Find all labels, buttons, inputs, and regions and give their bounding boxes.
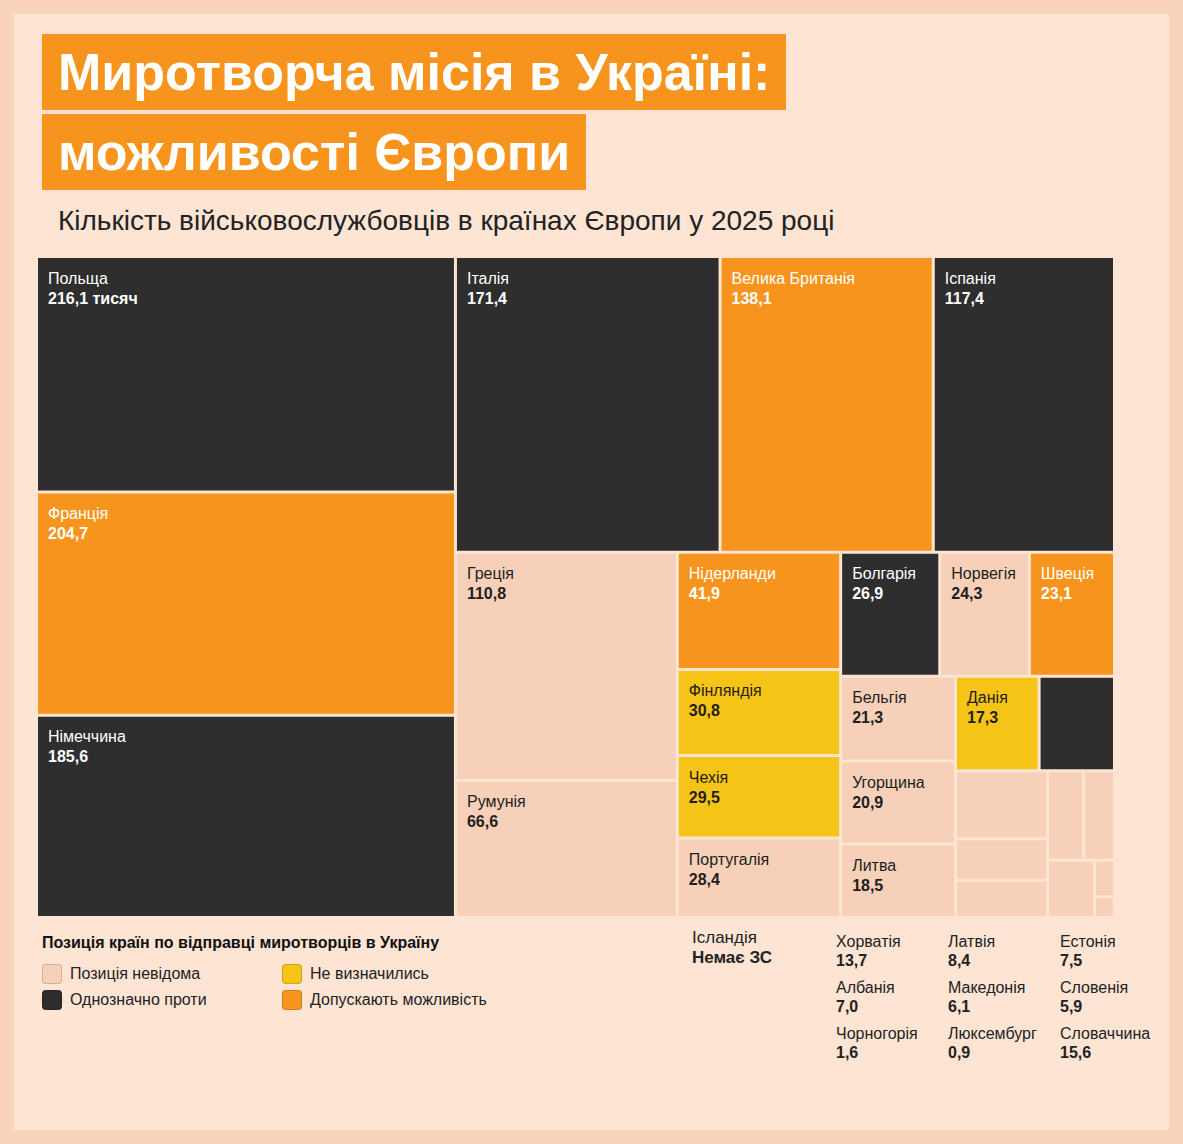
html-text:0,9: 0,9 bbox=[948, 1044, 971, 1061]
svg-text:18,5: 18,5 bbox=[852, 877, 883, 894]
svg-text:26,9: 26,9 bbox=[852, 585, 883, 602]
html-text:Ісландія: Ісландія bbox=[692, 928, 757, 947]
svg-text:Швеція: Швеція bbox=[1041, 565, 1094, 582]
html-text:Позиція невідома: Позиція невідома bbox=[70, 965, 201, 982]
html-text:Латвія: Латвія bbox=[948, 933, 996, 950]
svg-text:23,1: 23,1 bbox=[1041, 585, 1072, 602]
svg-text:185,6: 185,6 bbox=[48, 748, 88, 765]
svg-text:Болгарія: Болгарія bbox=[852, 565, 916, 582]
svg-text:Данія: Данія bbox=[967, 689, 1008, 706]
html-text:Кількість військовослужбовців: Кількість військовослужбовців в країнах … bbox=[58, 205, 835, 236]
html-text:Позиція країн по відправці мир: Позиція країн по відправці миротворців в… bbox=[42, 934, 440, 951]
svg-text:24,3: 24,3 bbox=[951, 585, 982, 602]
svg-text:Греція: Греція bbox=[467, 565, 514, 582]
html-text:Естонія: Естонія bbox=[1060, 933, 1116, 950]
svg-text:Іспанія: Іспанія bbox=[945, 270, 996, 287]
html-text:Македонія: Македонія bbox=[948, 979, 1026, 996]
html-text:можливості Європи: можливості Європи bbox=[58, 123, 571, 181]
svg-text:Чехія: Чехія bbox=[689, 769, 728, 786]
html-text:Однозначно проти: Однозначно проти bbox=[70, 991, 207, 1008]
svg-text:21,3: 21,3 bbox=[852, 709, 883, 726]
svg-text:28,4: 28,4 bbox=[689, 871, 720, 888]
html-text:1,6: 1,6 bbox=[836, 1044, 859, 1061]
html-text:Албанія: Албанія bbox=[836, 979, 895, 996]
svg-text:171,4: 171,4 bbox=[467, 290, 507, 307]
svg-text:204,7: 204,7 bbox=[48, 525, 88, 542]
svg-text:Фінляндія: Фінляндія bbox=[689, 682, 762, 699]
html-text:13,7: 13,7 bbox=[836, 952, 868, 969]
html-text:Миротворча місія в Україні:: Миротворча місія в Україні: bbox=[58, 43, 771, 101]
html-text:Словаччина: Словаччина bbox=[1060, 1025, 1151, 1042]
svg-text:117,4: 117,4 bbox=[945, 290, 984, 307]
svg-text:Норвегія: Норвегія bbox=[951, 565, 1016, 582]
html-text:Люксембург: Люксембург bbox=[948, 1025, 1037, 1042]
svg-text:110,8: 110,8 bbox=[467, 585, 506, 602]
html-text:Допускають можливість: Допускають можливість bbox=[310, 991, 487, 1008]
svg-text:Португалія: Португалія bbox=[689, 851, 769, 868]
html-text:Немає ЗС: Немає ЗС bbox=[692, 948, 772, 967]
html-text:5,9: 5,9 bbox=[1060, 998, 1083, 1015]
svg-text:17,3: 17,3 bbox=[967, 709, 998, 726]
svg-text:Литва: Литва bbox=[852, 857, 896, 874]
html-text:Чорногорія: Чорногорія bbox=[836, 1025, 918, 1042]
svg-text:138,1: 138,1 bbox=[732, 290, 772, 307]
html-text:Словенія: Словенія bbox=[1060, 979, 1129, 996]
svg-text:Нідерланди: Нідерланди bbox=[689, 565, 776, 582]
svg-text:Велика Британія: Велика Британія bbox=[732, 270, 855, 287]
html-text:Не визначились: Не визначились bbox=[310, 965, 429, 982]
svg-text:29,5: 29,5 bbox=[689, 789, 720, 806]
svg-text:30,8: 30,8 bbox=[689, 702, 720, 719]
html-text:6,1: 6,1 bbox=[948, 998, 971, 1015]
svg-text:Польща: Польща bbox=[48, 270, 108, 287]
html-text:7,5: 7,5 bbox=[1060, 952, 1083, 969]
svg-text:66,6: 66,6 bbox=[467, 813, 498, 830]
svg-text:216,1 тисяч: 216,1 тисяч bbox=[48, 290, 138, 307]
svg-text:Угорщина: Угорщина bbox=[852, 774, 925, 791]
svg-text:20,9: 20,9 bbox=[852, 794, 883, 811]
svg-text:Німеччина: Німеччина bbox=[48, 728, 126, 745]
html-text:7,0: 7,0 bbox=[836, 998, 859, 1015]
html-text:15,6: 15,6 bbox=[1060, 1044, 1092, 1061]
html-text:8,4: 8,4 bbox=[948, 952, 971, 969]
svg-text:Румунія: Румунія bbox=[467, 793, 526, 810]
svg-text:Франція: Франція bbox=[48, 505, 108, 522]
svg-text:Бельгія: Бельгія bbox=[852, 689, 907, 706]
svg-text:Італія: Італія bbox=[467, 270, 509, 287]
html-text:Хорватія: Хорватія bbox=[836, 933, 901, 950]
svg-text:41,9: 41,9 bbox=[689, 585, 720, 602]
